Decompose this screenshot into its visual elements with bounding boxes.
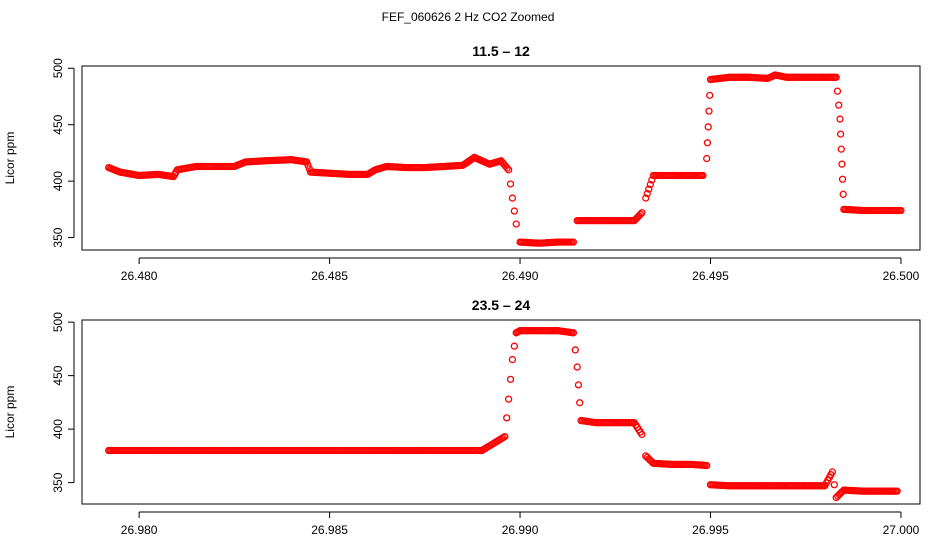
data-points bbox=[105, 327, 901, 502]
panel-bottom: 23.5 – 24 26.980 26.985 26.990 26.995 27.000 3… bbox=[3, 297, 921, 537]
panel-title: 23.5 – 24 bbox=[472, 297, 531, 313]
data-point bbox=[503, 164, 511, 172]
data-point bbox=[699, 171, 707, 180]
data-point bbox=[501, 432, 509, 441]
data-point bbox=[636, 210, 645, 218]
data-point bbox=[503, 414, 511, 422]
figure-title: FEF_060626 2 Hz CO2 Zoomed bbox=[382, 10, 555, 24]
data-point bbox=[836, 130, 845, 138]
data-point bbox=[837, 145, 845, 153]
data-point bbox=[504, 166, 513, 174]
data-point bbox=[506, 180, 515, 188]
data-point bbox=[839, 190, 847, 198]
data-point bbox=[303, 158, 311, 166]
y-tick-label: 350 bbox=[51, 472, 65, 492]
data-point bbox=[646, 180, 654, 189]
x-tick-label: 26.980 bbox=[121, 523, 158, 537]
x-tick-label: 26.990 bbox=[502, 523, 539, 537]
x-tick-label: 26.985 bbox=[311, 523, 348, 537]
x-tick-label: 26.500 bbox=[883, 269, 920, 283]
data-point bbox=[897, 206, 905, 215]
data-point bbox=[830, 481, 838, 489]
plot-frame bbox=[81, 319, 921, 505]
data-point bbox=[642, 194, 650, 202]
y-tick-label: 400 bbox=[51, 171, 65, 191]
data-point bbox=[705, 107, 713, 115]
data-point bbox=[703, 154, 711, 163]
y-axis-label: Licor ppm bbox=[3, 132, 17, 185]
data-point bbox=[304, 161, 312, 169]
data-point bbox=[574, 381, 583, 389]
data-point bbox=[510, 342, 518, 350]
data-point bbox=[828, 468, 837, 476]
data-point bbox=[645, 185, 653, 193]
data-point bbox=[703, 461, 711, 470]
data-point bbox=[832, 73, 840, 81]
data-point bbox=[643, 189, 651, 198]
x-tick-label: 27.000 bbox=[883, 523, 920, 537]
data-point bbox=[512, 220, 520, 228]
data-point bbox=[510, 207, 518, 215]
data-point bbox=[833, 87, 842, 95]
y-tick-label: 500 bbox=[51, 58, 65, 78]
y-tick-label: 450 bbox=[51, 365, 65, 385]
data-point bbox=[838, 175, 847, 183]
data-point bbox=[571, 346, 579, 354]
x-tick-label: 26.480 bbox=[121, 269, 158, 283]
data-point bbox=[638, 430, 646, 439]
data-point bbox=[836, 115, 844, 123]
data-point bbox=[706, 91, 714, 99]
x-tick-label: 26.490 bbox=[502, 269, 539, 283]
y-tick-label: 400 bbox=[51, 419, 65, 439]
x-tick-label: 26.495 bbox=[692, 269, 729, 283]
data-point bbox=[504, 395, 513, 403]
panel-title: 11.5 – 12 bbox=[472, 43, 530, 59]
x-tick-label: 26.995 bbox=[692, 523, 729, 537]
data-point bbox=[893, 487, 901, 495]
data-point bbox=[569, 238, 578, 246]
data-point bbox=[704, 123, 712, 131]
data-point bbox=[508, 194, 517, 202]
data-point bbox=[508, 355, 517, 364]
data-point bbox=[835, 101, 843, 109]
panel-top: 11.5 – 12 26.480 26.485 26.490 26.495 26.500 3… bbox=[3, 43, 921, 283]
y-tick-label: 500 bbox=[51, 312, 65, 332]
plot-frame bbox=[81, 65, 921, 251]
data-point bbox=[506, 375, 515, 384]
data-point bbox=[569, 329, 578, 337]
data-point bbox=[576, 399, 584, 407]
data-point bbox=[573, 363, 581, 371]
data-point bbox=[638, 209, 646, 217]
x-tick-label: 26.485 bbox=[311, 269, 348, 283]
y-tick-label: 350 bbox=[51, 227, 65, 247]
y-tick-label: 450 bbox=[51, 114, 65, 134]
data-point bbox=[703, 139, 712, 147]
data-points bbox=[105, 71, 905, 247]
data-point bbox=[838, 160, 846, 168]
y-axis-label: Licor ppm bbox=[3, 386, 17, 439]
